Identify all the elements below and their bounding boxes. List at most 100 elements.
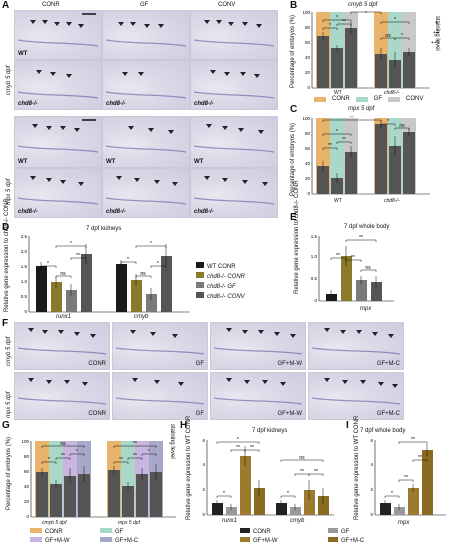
svg-text:4: 4 [202,462,205,467]
panel-b-group-chd8: chd8-/- [384,90,400,96]
svg-text:6: 6 [202,438,205,443]
svg-text:60: 60 [305,146,311,151]
panel-g-group-mpx: mpx 5 dpf [118,520,140,526]
staining-streaks [17,39,275,205]
svg-text:*: * [237,437,239,443]
embryo-image: WT [14,116,102,168]
embryo-image: chd8-/- [14,60,102,110]
y-axis-ticks: 0 20 40 60 80 100 [302,116,310,196]
svg-text:0: 0 [314,298,317,303]
y-axis-ticks: 0 0.5 1.0 1.5 [311,234,318,303]
svg-text:*: * [157,261,159,267]
bar-level [389,60,401,88]
svg-text:ns: ns [399,123,405,129]
panel-g-label: G [2,420,10,431]
svg-text:**: ** [133,441,137,447]
embryo-image: GF [112,372,208,420]
panel-e-ylabel: Relative gene expression to chd8-/- CONR [294,180,300,294]
embryo-overlay [17,13,275,205]
bar-level [331,48,343,88]
embryo-image: GF [112,322,208,370]
error-bars [216,446,324,510]
arrowhead-markers [28,328,398,388]
svg-text:80: 80 [305,131,311,136]
panel-h-title: 7 dpf kidneys [252,428,288,434]
svg-text:*: * [127,257,129,263]
svg-text:ns: ns [60,441,66,447]
embryo-image [190,10,278,60]
svg-text:1.5: 1.5 [21,264,28,269]
embryo-image: chd8-/- [190,60,278,110]
svg-text:0: 0 [202,512,205,517]
significance-brackets [41,445,157,464]
y-tick-20: 20 [305,70,311,75]
svg-text:*: * [391,491,393,497]
svg-text:**: ** [328,143,332,149]
svg-text:**: ** [250,445,254,451]
y-tick-100: 100 [302,10,310,15]
svg-text:*: * [76,449,78,455]
error-bars [384,444,428,510]
embryo-image [102,10,190,60]
y-tick-40: 40 [305,55,311,60]
embryo-image: GF+M-C [308,322,404,370]
y-tick-80: 80 [305,25,311,30]
svg-text:ns: ns [140,271,146,277]
y-tick-0: 0 [307,85,310,90]
panel-d-ylabel: Relative gene expression to chd8-/- CONR [4,198,10,312]
panel-e-plot: 0 0.5 1.0 1.5 ** ** ns ** [311,234,394,303]
significance-brackets [322,11,410,40]
staining-plus-1: + [435,20,438,26]
svg-text:*: * [48,457,50,463]
svg-text:**: ** [418,455,422,461]
panel-i-plot: 02 46 ******* [370,437,446,517]
significance-brackets [322,119,410,150]
panel-c-group-wt: WT [334,198,342,204]
svg-text:*: * [70,241,72,247]
svg-text:1.0: 1.0 [21,279,28,284]
staining-streaks [17,347,401,405]
svg-text:**: ** [236,445,240,451]
svg-text:20: 20 [305,176,311,181]
svg-text:ns: ns [365,265,371,271]
col-label-conr: CONR [42,2,60,8]
svg-text:**: ** [359,235,363,241]
panel-h-plot: 02 46 *** *** *** **ns [202,437,334,517]
svg-text:*: * [336,129,338,135]
staining-plus-3: +++ [431,40,440,46]
bar-level [317,36,329,88]
embryo-image: GF+M-C [308,372,404,420]
svg-text:*: * [223,491,225,497]
svg-text:**: ** [350,116,354,121]
svg-text:**: ** [61,453,65,459]
panel-c-label: C [290,104,298,115]
svg-text:100: 100 [302,116,310,121]
significance-labels: ***** *ns** [328,116,405,149]
panel-b-label: B [290,0,298,11]
significance-labels: *** *** *** **ns [223,437,318,497]
panel-d-plot: 00.5 1.01.5 2.02.5 *ns*** *ns** [21,234,190,314]
bar-level [375,54,387,88]
svg-text:60: 60 [24,469,30,474]
panel-c-group-chd8: chd8-/- [384,198,400,204]
svg-text:2: 2 [202,487,205,492]
svg-text:0.5: 0.5 [21,294,28,299]
svg-text:*: * [394,17,396,23]
svg-text:**: ** [119,457,123,463]
svg-text:0.5: 0.5 [311,276,318,281]
y-axis-ticks: 0 0.5 1.0 1.5 2.0 2.5 [21,234,28,314]
panel-d-title: 7 dpf kidneys [86,226,122,232]
panel-e-label: E [290,212,297,223]
svg-text:*: * [365,11,367,17]
svg-text:*: * [336,15,338,21]
svg-text:**: ** [76,253,80,259]
panel-i-ylabel: Relative gene expression to WT CONR [354,415,360,520]
svg-text:4: 4 [370,462,373,467]
bar-level [345,28,357,88]
embryo-image: WT [14,10,102,60]
panel-f-overlay [17,328,401,405]
y-axis-ticks: 0 20 40 60 80 100 [21,439,29,519]
panel-b-title: cmyb 5 dpf [348,2,378,8]
